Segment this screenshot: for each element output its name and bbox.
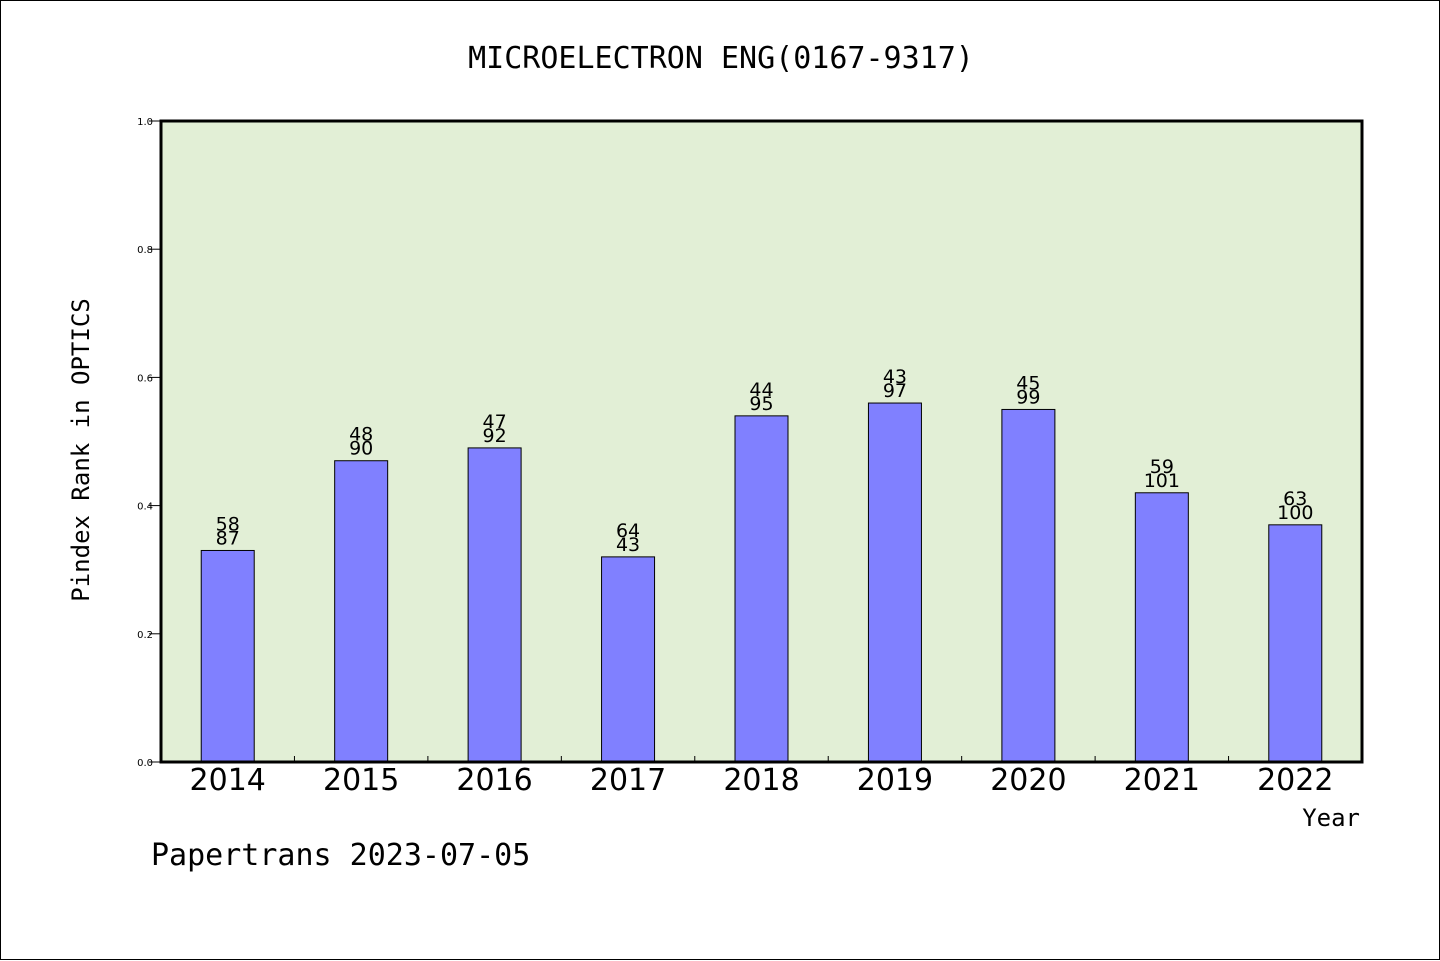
bar-label-top-2017: 64: [616, 520, 640, 542]
bar-label-bottom-2014: 87: [216, 527, 240, 549]
x-tick-label-2015: 2015: [323, 763, 399, 798]
chart-title: MICROELECTRON ENG(0167-9317): [468, 41, 974, 76]
bar-label-top-2021: 59: [1150, 456, 1174, 478]
bar-2017: [601, 556, 656, 763]
bar-label-top-2015: 48: [349, 424, 373, 446]
y-tick-label: 0.0: [137, 758, 153, 769]
bar-2019: [867, 402, 922, 763]
x-ticks-layer: 2014 2015 2016 2017 2018 2019 2020 2021 2022: [190, 756, 1333, 798]
footer-date-label: Papertrans 2023-07-05: [151, 838, 530, 873]
bar-label-bottom-2021: 101: [1144, 470, 1180, 492]
bar-label-top-2019: 43: [883, 366, 907, 388]
bar-label-bottom-2017: 43: [616, 534, 640, 556]
y-tick-label: 0.2: [137, 630, 153, 641]
bar-2014: [200, 549, 255, 763]
x-axis-label: Year: [1302, 804, 1360, 832]
y-tick-label: 0.8: [137, 245, 153, 256]
x-tick-label-2016: 2016: [456, 763, 532, 798]
y-tick-label: 0.6: [137, 373, 153, 384]
bar-label-bottom-2016: 92: [483, 425, 507, 447]
plot-border: [159, 119, 1364, 764]
bar-label-bottom-2022: 100: [1277, 502, 1313, 524]
x-tick-label-2019: 2019: [857, 763, 933, 798]
bar-label-bottom-2019: 97: [883, 380, 907, 402]
bar-2018: [734, 415, 789, 763]
x-tick-label-2021: 2021: [1124, 763, 1200, 798]
bar-2015: [334, 460, 389, 763]
bar-2021: [1134, 492, 1189, 763]
bar-label-bottom-2020: 99: [1016, 386, 1040, 408]
y-axis-label: Pindex Rank in OPTICS: [67, 298, 95, 601]
bar-label-top-2016: 47: [483, 411, 507, 433]
x-tick-label-2020: 2020: [990, 763, 1066, 798]
bar-label-top-2018: 44: [749, 379, 773, 401]
x-tick-label-2017: 2017: [590, 763, 666, 798]
y-tick-label: 0.4: [137, 502, 153, 513]
bar-label-bottom-2015: 90: [349, 438, 373, 460]
x-tick-label-2018: 2018: [723, 763, 799, 798]
y-tick-label: 1.0: [137, 117, 153, 128]
x-tick-label-2022: 2022: [1257, 763, 1333, 798]
bars-layer: [200, 402, 1323, 763]
x-tick-label-2014: 2014: [190, 763, 266, 798]
bar-label-top-2014: 58: [216, 513, 240, 535]
bar-2020: [1001, 408, 1056, 763]
bar-2016: [467, 447, 522, 763]
bar-label-top-2020: 45: [1016, 372, 1040, 394]
y-ticks-layer: 0.0 0.2 0.4 0.6 0.8 1.0: [137, 117, 161, 769]
bar-label-bottom-2018: 95: [749, 393, 773, 415]
bar-label-top-2022: 63: [1283, 488, 1307, 510]
bar-2022: [1268, 524, 1323, 763]
